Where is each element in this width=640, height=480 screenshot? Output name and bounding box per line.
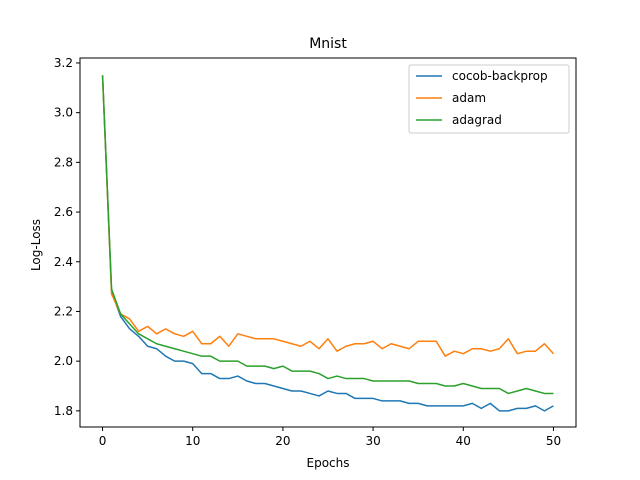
y-tick-label: 2.4 [54,255,73,269]
chart-title: Mnist [309,36,347,52]
legend: cocob-backprop adam adagrad [408,64,570,134]
y-tick-label: 1.8 [54,404,73,418]
x-tick-label: 30 [365,434,380,448]
series-line-adagrad [101,75,554,395]
y-tick-label: 3.0 [54,106,73,120]
plot-frame [79,57,577,428]
x-tick-label: 10 [185,434,200,448]
x-tick-label: 0 [99,434,107,448]
series-lines [101,75,555,412]
x-tick-label: 40 [456,434,471,448]
x-tick-label: 20 [275,434,290,448]
x-tick-label: 50 [546,434,561,448]
series-line-adam [101,75,555,357]
legend-label: cocob-backprop [452,69,548,83]
legend-label: adagrad [452,113,502,127]
y-tick-label: 2.0 [54,354,73,368]
axis-ticks: 0 10 20 30 40 50 1.8 2.0 2.2 2.4 2.6 2.8 3.0 3.2 [54,56,561,448]
series-line-cocob-backprop [101,75,554,412]
y-tick-label: 2.6 [54,205,73,219]
y-tick-label: 2.8 [54,155,73,169]
y-tick-label: 2.2 [54,304,73,318]
legend-label: adam [452,91,486,105]
legend-box [408,64,570,134]
x-axis-label: Epochs [307,456,350,470]
y-tick-label: 3.2 [54,56,73,70]
y-axis-label: Log-Loss [29,219,43,271]
